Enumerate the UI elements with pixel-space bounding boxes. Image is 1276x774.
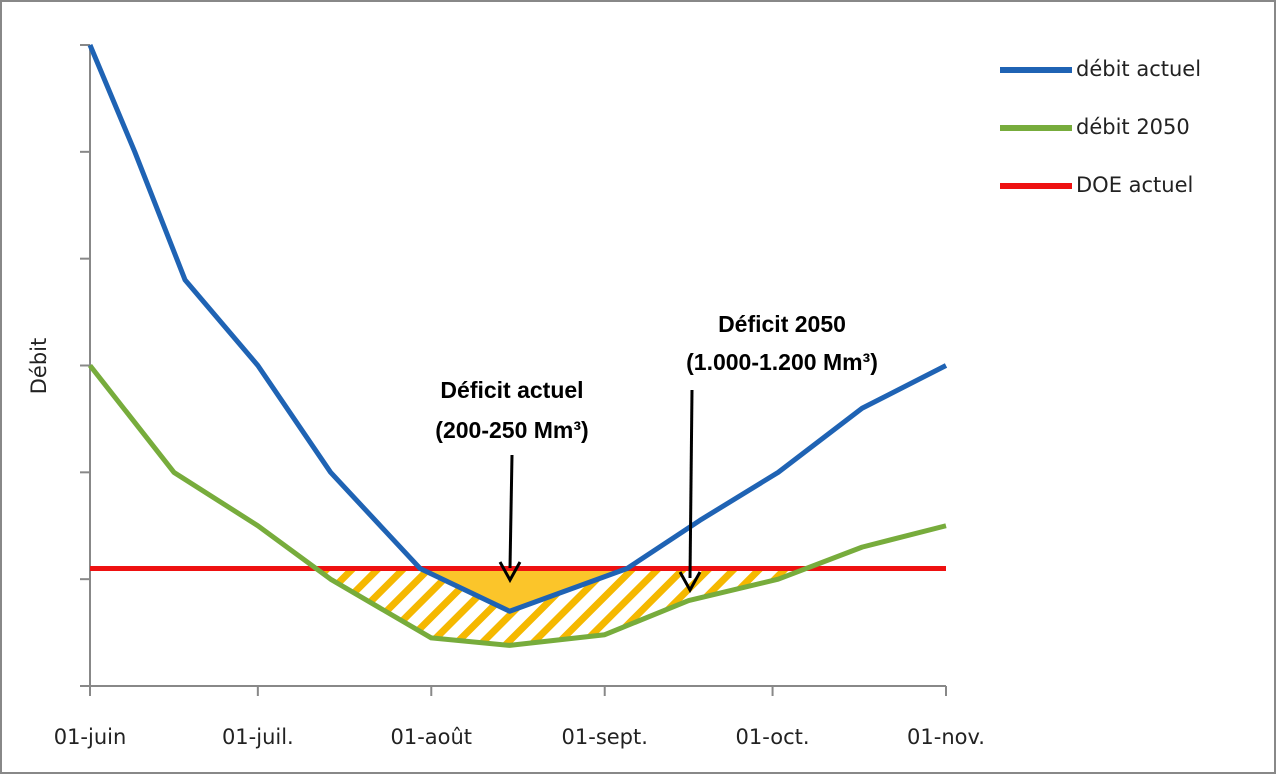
- deficit-actuel-area: [420, 568, 628, 612]
- line: [88, 363, 947, 648]
- x-tick-label: 01-août: [390, 725, 472, 749]
- legend-label: débit 2050: [1076, 115, 1190, 139]
- arrow-head: [498, 561, 522, 584]
- x-tick-label: 01-juin: [54, 725, 127, 749]
- annotation: Déficit 2050: [718, 311, 846, 337]
- line: [87, 44, 948, 614]
- annotation: Déficit actuel: [440, 377, 583, 403]
- annotation: (1.000-1.200 Mm³): [686, 349, 878, 375]
- arrow: [508, 454, 514, 569]
- x-tick-label: 01-oct.: [736, 725, 810, 749]
- legend-label: débit actuel: [1076, 57, 1201, 81]
- arrow-head: [678, 571, 702, 594]
- deficit-2050-area: [316, 568, 807, 646]
- annotation: (200-250 Mm³): [435, 417, 588, 443]
- arrow: [688, 389, 694, 579]
- legend-label: DOE actuel: [1076, 173, 1193, 197]
- y-axis-label: Débit: [27, 338, 51, 395]
- x-tick-label: 01-nov.: [907, 725, 985, 749]
- x-tick-label: 01-juil.: [222, 725, 294, 749]
- deficit-areas: [316, 568, 807, 646]
- x-tick-label: 01-sept.: [562, 725, 648, 749]
